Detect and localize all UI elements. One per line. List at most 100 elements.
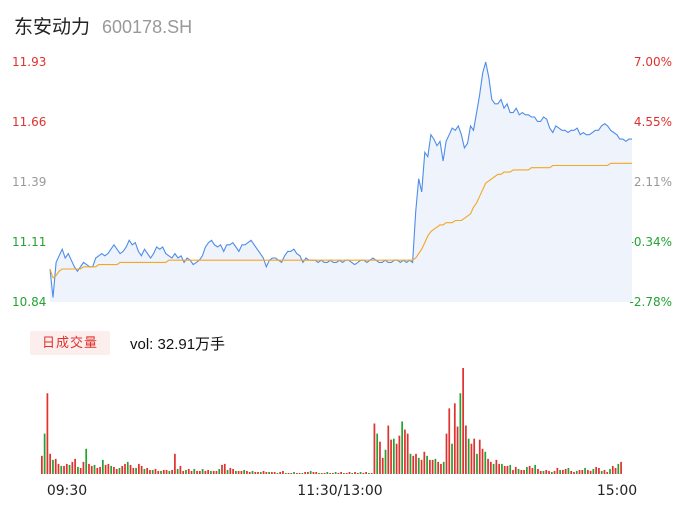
volume-bar [492, 463, 495, 474]
volume-bar [232, 468, 234, 474]
volume-bar [46, 393, 49, 474]
volume-bar [340, 471, 343, 474]
volume-bar [315, 471, 318, 474]
volume-label: 日成交量 [30, 331, 110, 355]
volume-bar [437, 461, 440, 474]
volume-bar [573, 471, 575, 474]
volume-bar [387, 425, 390, 474]
volume-bar [431, 459, 434, 474]
volume-bar [52, 459, 54, 474]
volume-bar [257, 471, 259, 474]
volume-bar [124, 463, 126, 474]
volume-bar [215, 470, 218, 474]
time-tick-label: 09:30 [47, 483, 87, 499]
volume-bar [520, 469, 523, 474]
volume-bar [251, 470, 254, 474]
volume-bar [154, 468, 157, 474]
volume-bar [434, 458, 437, 474]
volume-bar [121, 465, 124, 474]
volume-bar [553, 470, 556, 474]
volume-bar [332, 472, 334, 474]
volume-bar [115, 468, 118, 474]
volume-bar [185, 469, 187, 474]
volume-bar [41, 455, 43, 474]
volume-bar [246, 470, 248, 474]
time-tick-label: 11:30/13:00 [297, 483, 382, 499]
volume-bar [379, 441, 381, 474]
volume-bar [132, 467, 135, 474]
volume-bar [201, 468, 204, 474]
volume-bar [595, 466, 598, 474]
volume-bar [146, 467, 149, 474]
volume-bar [384, 449, 387, 474]
volume-bar [467, 438, 470, 474]
volume-bar [512, 469, 514, 474]
volume-bar [113, 466, 115, 474]
volume-bar [581, 469, 584, 474]
volume-bar [359, 471, 362, 474]
volume-bar [93, 464, 96, 474]
volume-bar [179, 465, 182, 474]
volume-bar [151, 469, 154, 474]
volume-bar [265, 471, 268, 474]
volume-bar [43, 433, 46, 474]
volume-bar [453, 403, 456, 474]
volume-bar [459, 393, 462, 474]
volume-bar [237, 470, 240, 474]
volume-bar [182, 470, 185, 474]
volume-bar [304, 471, 307, 474]
volume-bar [606, 471, 609, 474]
volume-bar [135, 467, 137, 474]
volume-bar [207, 469, 210, 474]
volume-bar [99, 466, 101, 474]
volume-bar [531, 467, 534, 474]
volume-value: vol: 32.91万手 [130, 336, 226, 353]
volume-bar [415, 453, 417, 474]
volume-bar [481, 448, 484, 474]
volume-bar [318, 472, 320, 474]
volume-bar [484, 451, 487, 474]
volume-bar [157, 470, 160, 474]
volume-bar [498, 463, 501, 474]
volume-bar [212, 470, 215, 474]
volume-bar [539, 470, 542, 474]
volume-bar [365, 471, 367, 474]
volume-bar [287, 472, 290, 474]
volume-bar [49, 453, 52, 474]
volume-bar [445, 433, 448, 474]
volume-bar [68, 464, 71, 474]
volume-bar [495, 459, 498, 474]
volume-bar [617, 463, 620, 474]
volume-bar [614, 467, 617, 474]
volume-bar [290, 472, 293, 474]
volume-bar [223, 463, 226, 474]
volume-bar [420, 459, 423, 474]
volume-bar [334, 471, 337, 474]
volume-bar [101, 459, 104, 474]
volume-bar [129, 464, 132, 474]
volume-bar [57, 463, 60, 474]
volume-bar [401, 421, 404, 474]
volume-bar [473, 438, 476, 474]
volume-bar [284, 472, 287, 474]
volume-bar [243, 469, 246, 474]
volume-bar [174, 453, 176, 474]
volume-bar [426, 455, 428, 474]
volume-bar [118, 467, 121, 474]
volume-bar [162, 469, 165, 474]
volume-bar [509, 464, 512, 474]
volume-bar [279, 471, 282, 474]
volume-bar [343, 472, 345, 474]
volume-bar [545, 469, 548, 474]
volume-bar [404, 429, 406, 474]
volume-bar [337, 472, 340, 474]
volume-bar [503, 465, 506, 474]
pct-tick-label: -2.78% [630, 295, 672, 309]
volume-bar [160, 470, 162, 474]
volume-bar [320, 472, 323, 474]
volume-bar [204, 470, 207, 474]
volume-bar [575, 470, 578, 474]
volume-bar [110, 465, 113, 474]
volume-bar [586, 469, 589, 474]
volume-bar [470, 443, 473, 474]
